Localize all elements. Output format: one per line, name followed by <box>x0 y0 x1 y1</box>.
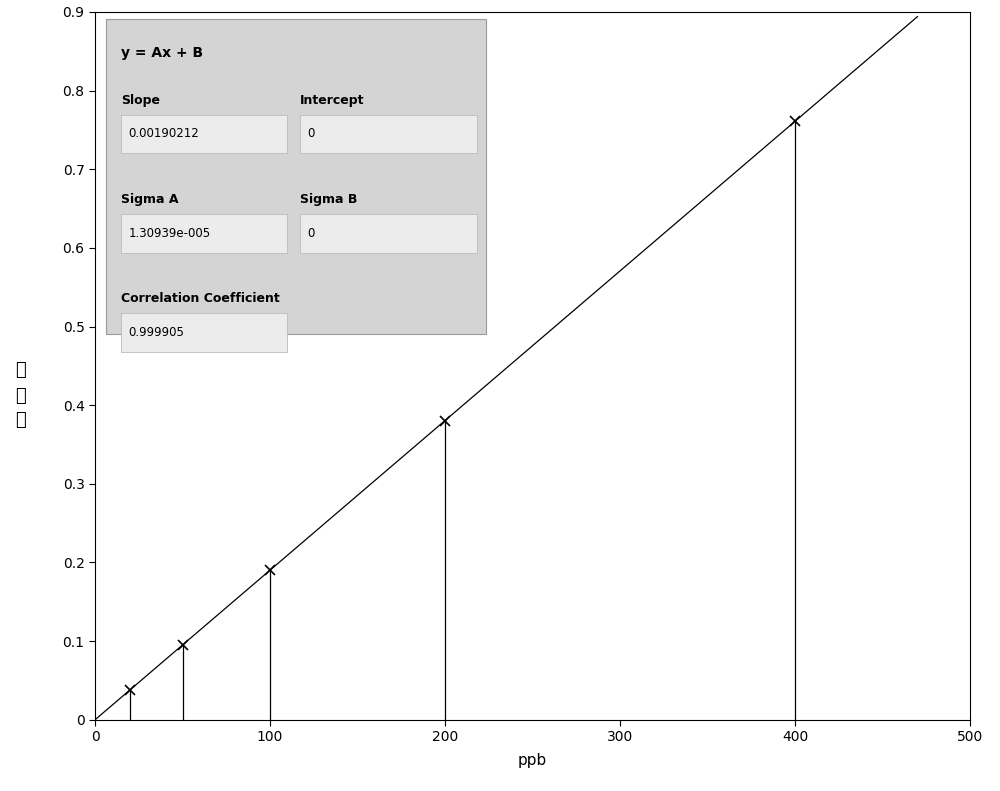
Text: Sigma B: Sigma B <box>300 193 358 206</box>
Text: 0.00190212: 0.00190212 <box>128 127 199 141</box>
FancyBboxPatch shape <box>121 312 287 352</box>
Text: 0: 0 <box>307 226 315 240</box>
Text: Intercept: Intercept <box>300 94 365 107</box>
Text: Slope: Slope <box>121 94 160 107</box>
FancyBboxPatch shape <box>106 19 486 334</box>
Text: Correlation Coefficient: Correlation Coefficient <box>121 292 280 305</box>
Text: 0.999905: 0.999905 <box>128 326 184 339</box>
Text: Al 27: Al 27 <box>474 9 526 27</box>
FancyBboxPatch shape <box>300 214 477 252</box>
Text: Sigma A: Sigma A <box>121 193 179 206</box>
X-axis label: ppb: ppb <box>518 752 547 767</box>
Text: 1.30939e-005: 1.30939e-005 <box>128 226 210 240</box>
Text: 响
应
値: 响 应 値 <box>15 361 25 430</box>
Text: y = Ax + B: y = Ax + B <box>121 46 203 60</box>
FancyBboxPatch shape <box>121 115 287 153</box>
FancyBboxPatch shape <box>121 214 287 252</box>
FancyBboxPatch shape <box>300 115 477 153</box>
Text: 0: 0 <box>307 127 315 141</box>
